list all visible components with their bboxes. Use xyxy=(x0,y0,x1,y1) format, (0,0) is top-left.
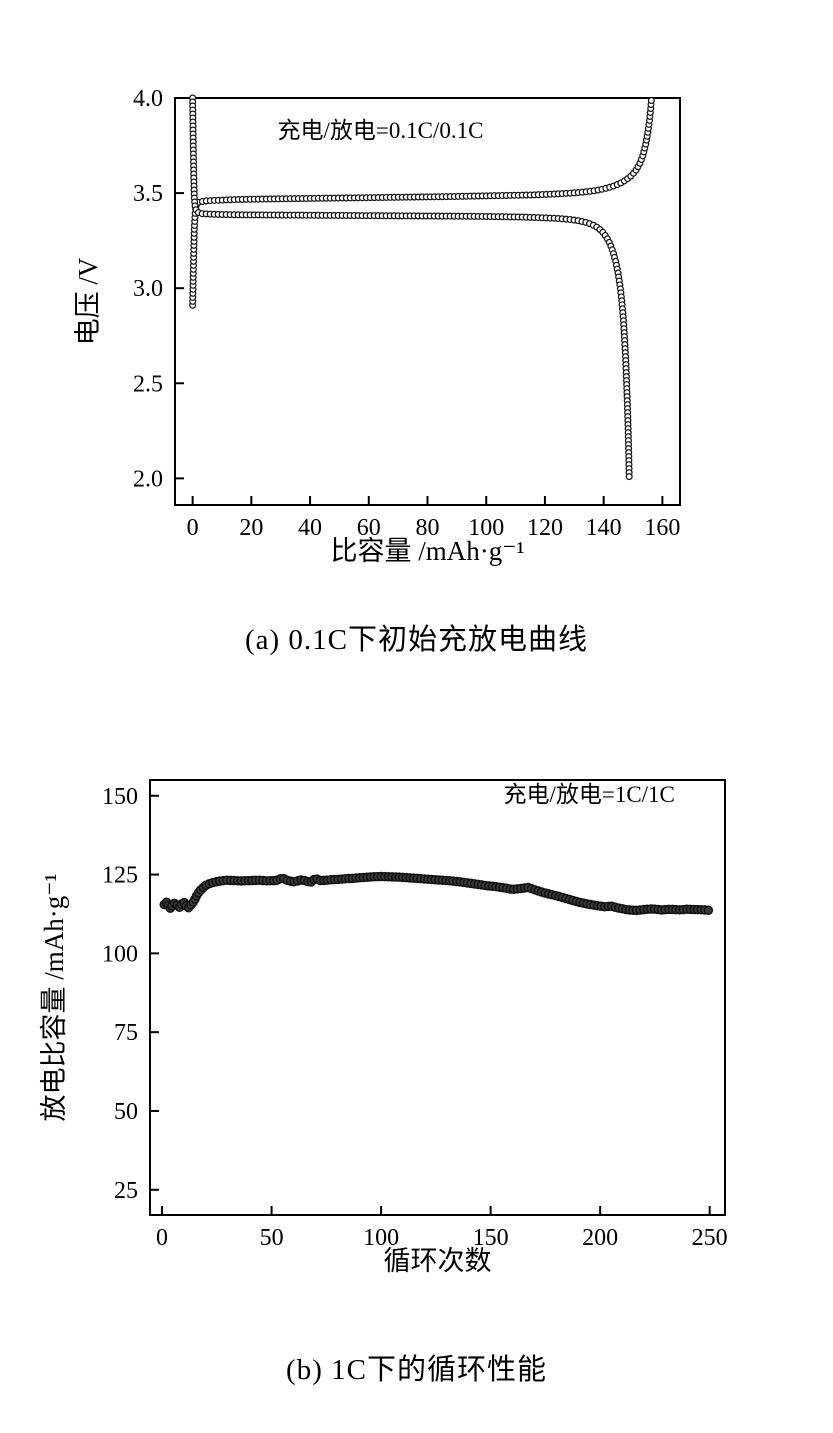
svg-text:60: 60 xyxy=(357,515,381,541)
svg-text:3.0: 3.0 xyxy=(133,276,163,302)
svg-text:160: 160 xyxy=(644,515,680,541)
chart-a-caption: (a) 0.1C下初始充放电曲线 xyxy=(244,624,589,656)
chart-b-canvas: 0 50 100 150 200 250255075100125150循环次数放电比容量 … xyxy=(39,779,728,1276)
svg-text:充电/放电=0.1C/0.1C: 充电/放电=0.1C/0.1C xyxy=(278,118,484,143)
svg-text:150: 150 xyxy=(102,784,138,810)
svg-text:100: 100 xyxy=(468,515,504,541)
svg-text:50: 50 xyxy=(260,1225,284,1251)
svg-text:140: 140 xyxy=(586,515,622,541)
svg-text:比容量 /mAh·g⁻¹: 比容量 /mAh·g⁻¹ xyxy=(330,536,524,566)
svg-text:100: 100 xyxy=(102,941,138,967)
svg-text:0: 0 xyxy=(187,515,199,541)
svg-text:125: 125 xyxy=(102,863,138,889)
svg-text:充电/放电=1C/1C: 充电/放电=1C/1C xyxy=(503,782,674,807)
svg-text:0: 0 xyxy=(156,1225,168,1251)
figure-a: 0 20 40 60 80 100 120 140 160 2.0 2.5 3.0 3.5 4.0 比容量 … xyxy=(0,60,833,605)
chart-b-caption: (b) 1C下的循环性能 xyxy=(286,1354,547,1386)
svg-text:250: 250 xyxy=(692,1225,728,1251)
svg-text:20: 20 xyxy=(239,515,263,541)
svg-text:循环次数: 循环次数 xyxy=(384,1246,492,1276)
svg-text:2.5: 2.5 xyxy=(133,371,163,397)
svg-text:3.5: 3.5 xyxy=(133,181,163,207)
svg-text:电压 /V: 电压 /V xyxy=(73,257,103,345)
svg-text:80: 80 xyxy=(416,515,440,541)
svg-text:25: 25 xyxy=(114,1178,138,1204)
figure-b: 0 50 100 150 200 250 25 50 75 100 125 150 循环次数 放电比容量 … xyxy=(0,730,833,1290)
svg-text:150: 150 xyxy=(473,1225,509,1251)
svg-text:放电比容量 /mAh·g⁻¹: 放电比容量 /mAh·g⁻¹ xyxy=(39,873,69,1121)
svg-text:75: 75 xyxy=(114,1020,138,1046)
svg-text:40: 40 xyxy=(298,515,322,541)
svg-text:120: 120 xyxy=(527,515,563,541)
svg-text:100: 100 xyxy=(363,1225,399,1251)
chart-a-canvas: 0 20 40 60 80 100 120 140 160 2.0 2.5 3.0 3.5 4.0 比容量 … xyxy=(73,86,681,566)
svg-text:4.0: 4.0 xyxy=(133,86,163,112)
svg-text:2.0: 2.0 xyxy=(133,466,163,492)
svg-text:50: 50 xyxy=(114,1099,138,1125)
svg-text:200: 200 xyxy=(582,1225,618,1251)
